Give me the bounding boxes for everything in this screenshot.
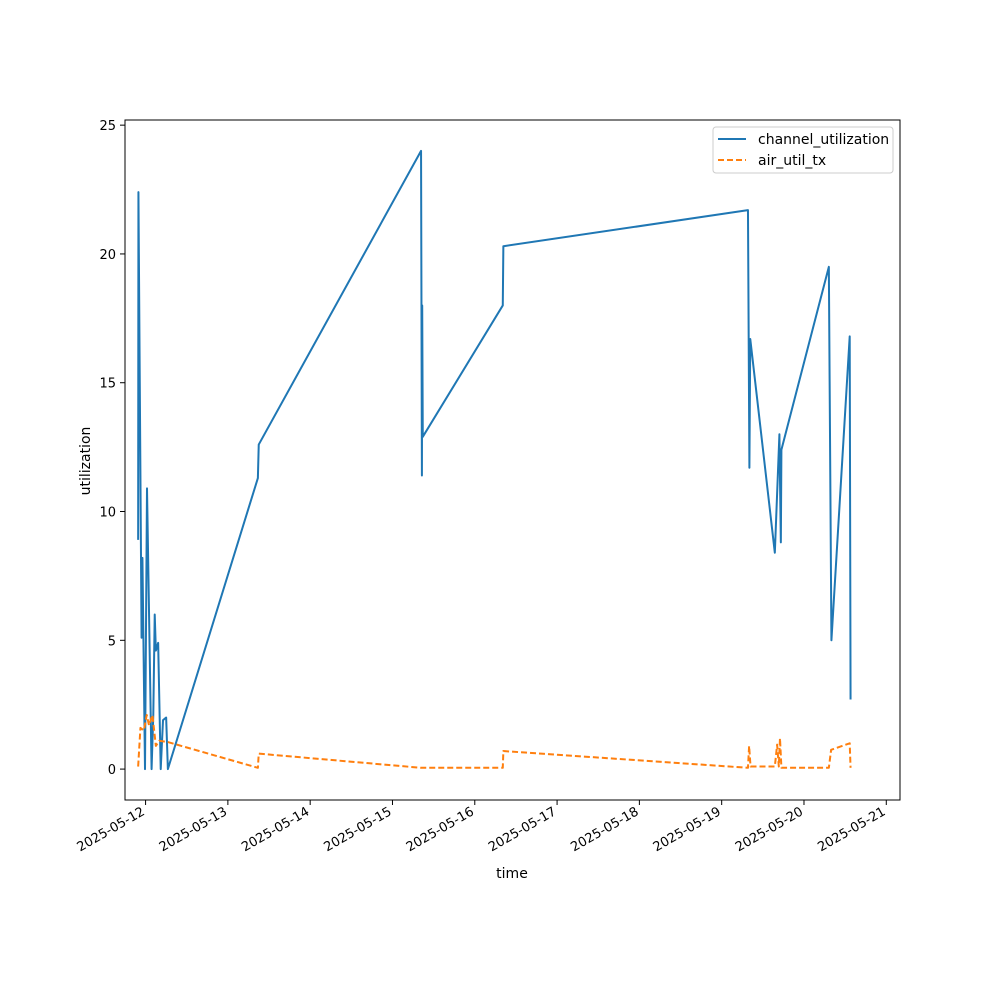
- legend-box: [712, 126, 894, 174]
- legend: channel_utilization air_util_tx: [712, 126, 894, 174]
- legend-label-air-util-tx: air_util_tx: [758, 153, 826, 169]
- y-tick-label: 10: [99, 506, 116, 521]
- y-axis: 0 5 10 15 20 25: [99, 119, 125, 778]
- series-line-channel-utilization: [137, 149, 852, 771]
- plot-frame: [124, 119, 901, 801]
- series-layer: [137, 149, 852, 771]
- y-tick-label: 0: [108, 763, 116, 778]
- y-tick-label: 20: [99, 248, 116, 263]
- y-tick-label: 15: [99, 377, 116, 392]
- y-tick-label: 25: [99, 119, 116, 134]
- y-axis-label: utilization: [78, 427, 94, 496]
- y-tick-label: 5: [108, 634, 116, 649]
- series-line-air-util-tx: [137, 714, 852, 769]
- legend-label-channel-utilization: channel_utilization: [758, 132, 889, 148]
- x-axis-label: time: [496, 866, 528, 882]
